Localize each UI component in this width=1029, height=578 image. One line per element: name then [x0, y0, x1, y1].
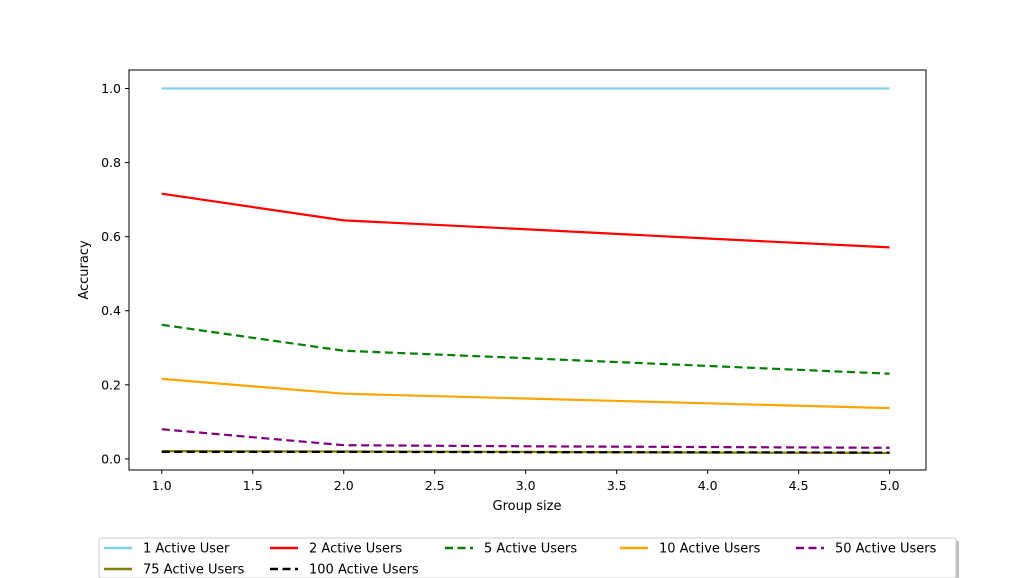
x-tick-label: 3.0 — [516, 478, 536, 493]
legend-label-75-active-users: 75 Active Users — [143, 563, 245, 578]
x-axis-label: Group size — [493, 499, 562, 514]
y-tick-label: 0.6 — [101, 229, 121, 244]
y-tick-label: 0.0 — [101, 451, 121, 466]
legend: 1 Active User 2 Active Users 5 Active User… — [98, 537, 959, 578]
legend-box — [98, 537, 957, 578]
legend-label-5-active-users: 5 Active Users — [484, 542, 577, 557]
legend-label-1-active-user: 1 Active User — [143, 542, 230, 557]
series-line-2-active-users — [161, 192, 890, 249]
x-tick-label: 3.5 — [607, 478, 627, 493]
y-tick-label: 0.8 — [101, 155, 121, 170]
plot-area — [128, 69, 927, 471]
legend-label-50-active-users: 50 Active Users — [835, 542, 937, 557]
x-tick-label: 4.0 — [698, 478, 718, 493]
x-tick-label: 1.5 — [243, 478, 263, 493]
y-axis: 0.0 0.2 0.4 0.6 0.8 1.0 — [101, 81, 129, 466]
series-line-10-active-users — [161, 377, 890, 410]
y-tick-label: 1.0 — [101, 81, 121, 96]
series-lines — [161, 87, 890, 455]
x-tick-label: 2.0 — [334, 478, 354, 493]
legend-label-100-active-users: 100 Active Users — [309, 563, 419, 578]
x-tick-label: 4.5 — [789, 478, 809, 493]
series-line-50-active-users — [161, 428, 890, 449]
x-tick-label: 1.0 — [152, 478, 172, 493]
x-tick-label: 5.0 — [880, 478, 900, 493]
y-tick-label: 0.4 — [101, 303, 121, 318]
series-line-5-active-users — [161, 323, 890, 375]
y-tick-label: 0.2 — [101, 377, 121, 392]
x-axis: 1.0 1.5 2.0 2.5 3.0 3.5 4.0 4.5 5.0 — [152, 470, 900, 493]
series-line-100-active-users — [161, 450, 890, 454]
legend-label-10-active-users: 10 Active Users — [659, 542, 761, 557]
y-axis-label: Accuracy — [77, 240, 92, 300]
x-tick-label: 2.5 — [425, 478, 445, 493]
legend-label-2-active-users: 2 Active Users — [309, 542, 402, 557]
